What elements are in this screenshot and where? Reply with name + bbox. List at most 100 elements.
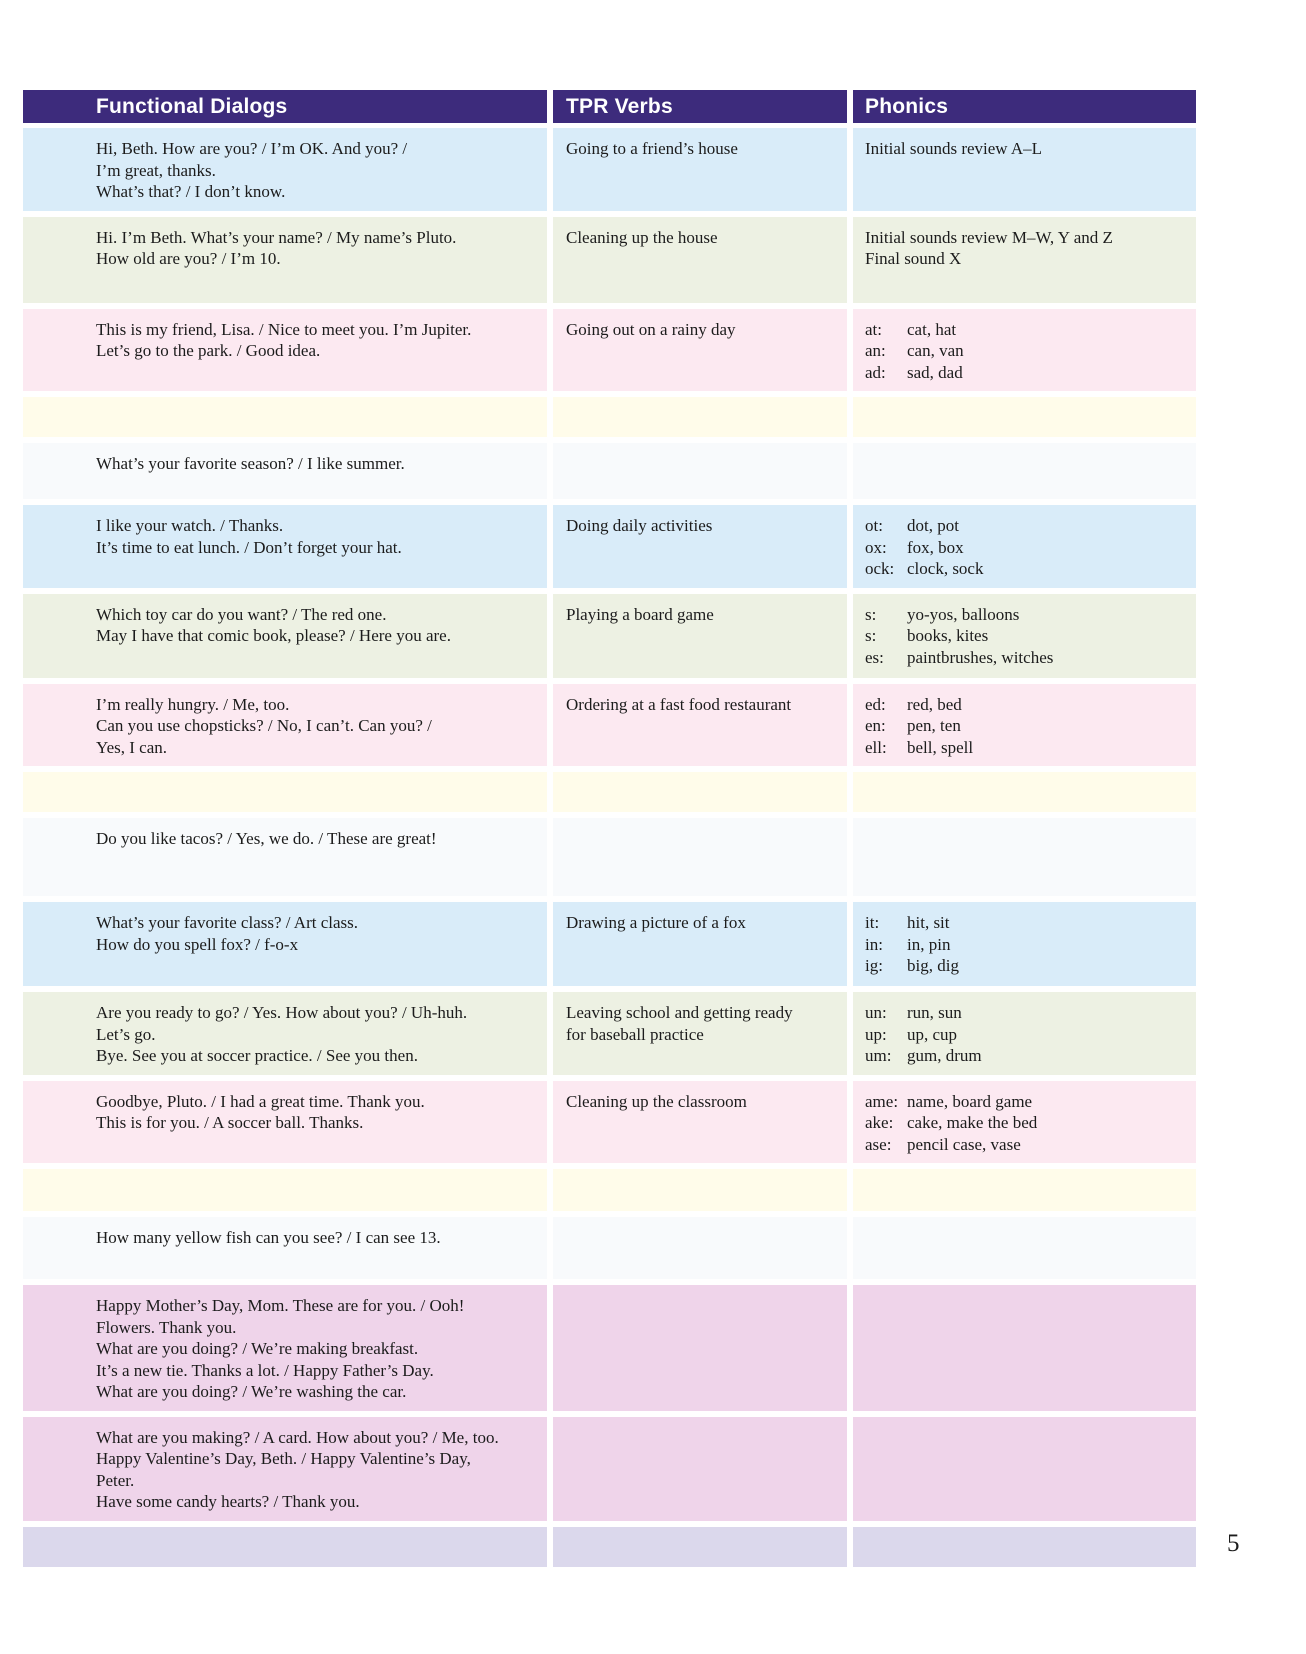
phonics-pair: ame: name, board game <box>865 1091 1186 1113</box>
dialog-line: Happy Valentine’s Day, Beth. / Happy Val… <box>96 1449 471 1468</box>
table-row <box>23 1169 1196 1211</box>
phonics-example-words: gum, drum <box>907 1046 982 1065</box>
phonics-pair: un: run, sun <box>865 1002 1186 1024</box>
dialog-line: Yes, I can. <box>96 737 167 757</box>
dialog-line: What are you doing? / We’re making break… <box>96 1339 419 1358</box>
functional-dialogs-cell: Goodbye, Pluto. / I had a great time. Th… <box>23 1080 547 1163</box>
phonics-cell: Initial sounds review A–L <box>853 128 1196 211</box>
table-row: Happy Mother’s Day, Mom. These are for y… <box>23 1285 1196 1411</box>
phonics-cell: s: yo-yos, balloons s: books, kites es: paint… <box>853 593 1196 678</box>
dialog-line: Goodbye, Pluto. / I had a great time. Th… <box>96 1091 425 1111</box>
functional-dialogs-cell <box>23 772 547 812</box>
dialog-line: Hi. I’m Beth. What’s your name? / My nam… <box>96 227 457 247</box>
tpr-verb-line: Playing a board game <box>566 604 714 624</box>
dialog-line: What are you making? / A card. How about… <box>96 1427 499 1447</box>
phonics-example-words: up, cup <box>907 1024 958 1044</box>
phonics-cell <box>853 1416 1196 1521</box>
tpr-verb-line: Drawing a picture of a fox <box>566 913 746 932</box>
table-body: Hi, Beth. How are you? / I’m OK. And you… <box>23 128 1196 1567</box>
dialog-line: Let’s go to the park. / Good idea. <box>96 341 321 360</box>
phonics-example-words: paintbrushes, witches <box>907 647 1054 667</box>
dialog-line: Which toy car do you want? / The red one… <box>96 604 387 624</box>
dialog-line: Peter. <box>96 1470 135 1490</box>
phonics-cell <box>853 772 1196 812</box>
phonics-example-words: cat, hat <box>907 319 957 339</box>
phonics-ending-label: ed: <box>865 694 886 714</box>
table-row: Goodbye, Pluto. / I had a great time. Th… <box>23 1080 1196 1163</box>
phonics-cell: un: run, sun up: up, cup um: gum, drum <box>853 992 1196 1075</box>
tpr-verb-line: Ordering at a fast food restaurant <box>566 694 792 714</box>
dialog-line: What are you doing? / We’re washing the … <box>96 1382 407 1401</box>
phonics-ending-label: es: <box>865 647 884 667</box>
dialog-line: Are you ready to go? / Yes. How about yo… <box>96 1003 468 1022</box>
functional-dialogs-cell <box>23 1169 547 1211</box>
tpr-verbs-cell: Cleaning up the house <box>553 216 847 303</box>
phonics-line: Initial sounds review M–W, Y and Z <box>865 227 1113 247</box>
tpr-verbs-cell: Leaving school and getting ready for base… <box>553 992 847 1075</box>
tpr-verbs-cell: Drawing a picture of a fox <box>553 902 847 986</box>
tpr-verbs-cell <box>553 1285 847 1411</box>
tpr-verbs-cell <box>553 443 847 499</box>
phonics-example-words: name, board game <box>907 1091 1033 1111</box>
phonics-ending-label: in: <box>865 934 883 954</box>
table-row: What’s your favorite season? / I like su… <box>23 443 1196 499</box>
phonics-pair: es: paintbrushes, witches <box>865 647 1186 669</box>
phonics-pair: ig: big, dig <box>865 955 1186 977</box>
phonics-example-words: hit, sit <box>907 913 950 932</box>
phonics-cell: ame: name, board game ake: cake, make the b… <box>853 1080 1196 1163</box>
dialog-line: How old are you? / I’m 10. <box>96 249 281 268</box>
phonics-ending-label: s: <box>865 604 877 624</box>
page-number: 5 <box>1227 1530 1240 1557</box>
phonics-ending-label: ot: <box>865 516 883 535</box>
dialog-line: Happy Mother’s Day, Mom. These are for y… <box>96 1296 465 1315</box>
functional-dialogs-cell: Hi. I’m Beth. What’s your name? / My nam… <box>23 216 547 303</box>
tpr-verb-line: Cleaning up the classroom <box>566 1091 747 1111</box>
functional-dialogs-cell: Which toy car do you want? / The red one… <box>23 593 547 678</box>
phonics-pair: s: yo-yos, balloons <box>865 604 1186 626</box>
phonics-example-words: pen, ten <box>907 716 961 735</box>
table-row: I like your watch. / Thanks. It’s time to… <box>23 505 1196 588</box>
phonics-ending-label: up: <box>865 1024 887 1044</box>
table-row: Do you like tacos? / Yes, we do. / These… <box>23 818 1196 896</box>
dialog-line: Hi, Beth. How are you? / I’m OK. And you… <box>96 139 408 158</box>
phonics-pair: it: hit, sit <box>865 912 1186 934</box>
phonics-ending-label: ame: <box>865 1091 899 1111</box>
table-row <box>23 772 1196 812</box>
dialog-line: Let’s go. <box>96 1024 156 1044</box>
tpr-verbs-cell <box>553 1217 847 1279</box>
dialog-line: May I have that comic book, please? / He… <box>96 626 451 645</box>
phonics-ending-label: ake: <box>865 1113 894 1132</box>
phonics-pair: in: in, pin <box>865 934 1186 956</box>
phonics-cell <box>853 397 1196 437</box>
phonics-line: Initial sounds review A–L <box>865 139 1043 158</box>
tpr-verb-line: Going to a friend’s house <box>566 139 738 158</box>
phonics-cell: at: cat, hat an: can, van ad: sad, dad <box>853 308 1196 391</box>
phonics-cell <box>853 1169 1196 1211</box>
dialog-line: What’s that? / I don’t know. <box>96 182 286 201</box>
phonics-ending-label: ad: <box>865 362 886 382</box>
phonics-example-words: red, bed <box>907 694 962 714</box>
phonics-ending-label: ell: <box>865 737 887 757</box>
phonics-pair: ed: red, bed <box>865 694 1186 716</box>
functional-dialogs-cell: I like your watch. / Thanks. It’s time to… <box>23 505 547 588</box>
table-row: What are you making? / A card. How about… <box>23 1416 1196 1521</box>
tpr-verbs-cell: Cleaning up the classroom <box>553 1080 847 1163</box>
table-row <box>23 1526 1196 1567</box>
dialog-line: It’s a new tie. Thanks a lot. / Happy Fa… <box>96 1360 434 1380</box>
functional-dialogs-cell: What’s your favorite class? / Art class.… <box>23 902 547 986</box>
tpr-verbs-cell: Doing daily activities <box>553 505 847 588</box>
tpr-verb-line: Cleaning up the house <box>566 227 718 247</box>
tpr-verb-line: for baseball practice <box>566 1024 704 1044</box>
phonics-pair: ase: pencil case, vase <box>865 1134 1186 1156</box>
tpr-verbs-cell <box>553 772 847 812</box>
dialog-line: How many yellow fish can you see? / I ca… <box>96 1228 441 1247</box>
phonics-pair: ot: dot, pot <box>865 515 1186 537</box>
dialog-line: Do you like tacos? / Yes, we do. / These… <box>96 829 437 848</box>
phonics-pair: en: pen, ten <box>865 715 1186 737</box>
phonics-pair: ox: fox, box <box>865 537 1186 559</box>
phonics-cell <box>853 818 1196 896</box>
phonics-ending-label: ox: <box>865 537 887 557</box>
table-row: What’s your favorite class? / Art class.… <box>23 902 1196 986</box>
tpr-verb-line: Going out on a rainy day <box>566 319 736 339</box>
phonics-example-words: bell, spell <box>907 737 974 757</box>
